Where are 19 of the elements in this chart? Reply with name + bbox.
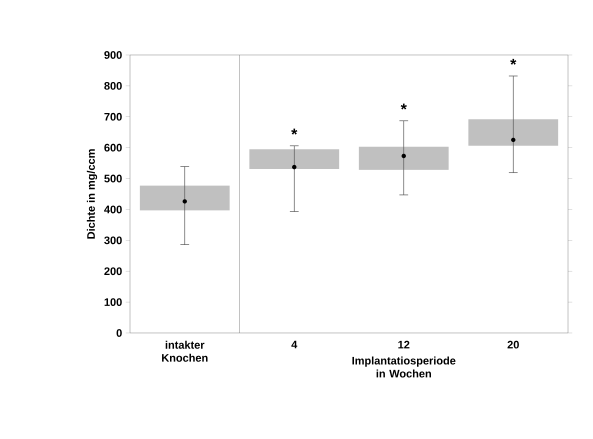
x-tick-label: 20 bbox=[508, 340, 519, 349]
y-tick-label: 500 bbox=[104, 174, 122, 182]
annotation: * bbox=[510, 58, 516, 65]
y-tick-label: 0 bbox=[116, 329, 122, 337]
y-tick-label: 200 bbox=[104, 267, 122, 276]
annotation: * bbox=[291, 128, 298, 135]
y-tick-label: 300 bbox=[104, 236, 122, 244]
x-tick-label: 4 bbox=[291, 340, 298, 348]
annotation: * bbox=[400, 104, 407, 110]
y-tick-label: 700 bbox=[104, 112, 122, 121]
y-tick-label: 100 bbox=[104, 298, 122, 306]
x-tick-label: intakter Knochen bbox=[162, 340, 208, 362]
x-tick-label: 12 bbox=[398, 340, 410, 348]
y-tick-label: 400 bbox=[104, 206, 122, 214]
y-tick-label: 800 bbox=[104, 82, 122, 90]
y-tick-label: 600 bbox=[104, 144, 122, 152]
y-axis-title: Dichte in mg/ccm bbox=[86, 149, 98, 239]
x-axis-title: Implantatiosperiode in Wochen bbox=[352, 356, 456, 378]
y-tick-label: 900 bbox=[104, 51, 122, 59]
